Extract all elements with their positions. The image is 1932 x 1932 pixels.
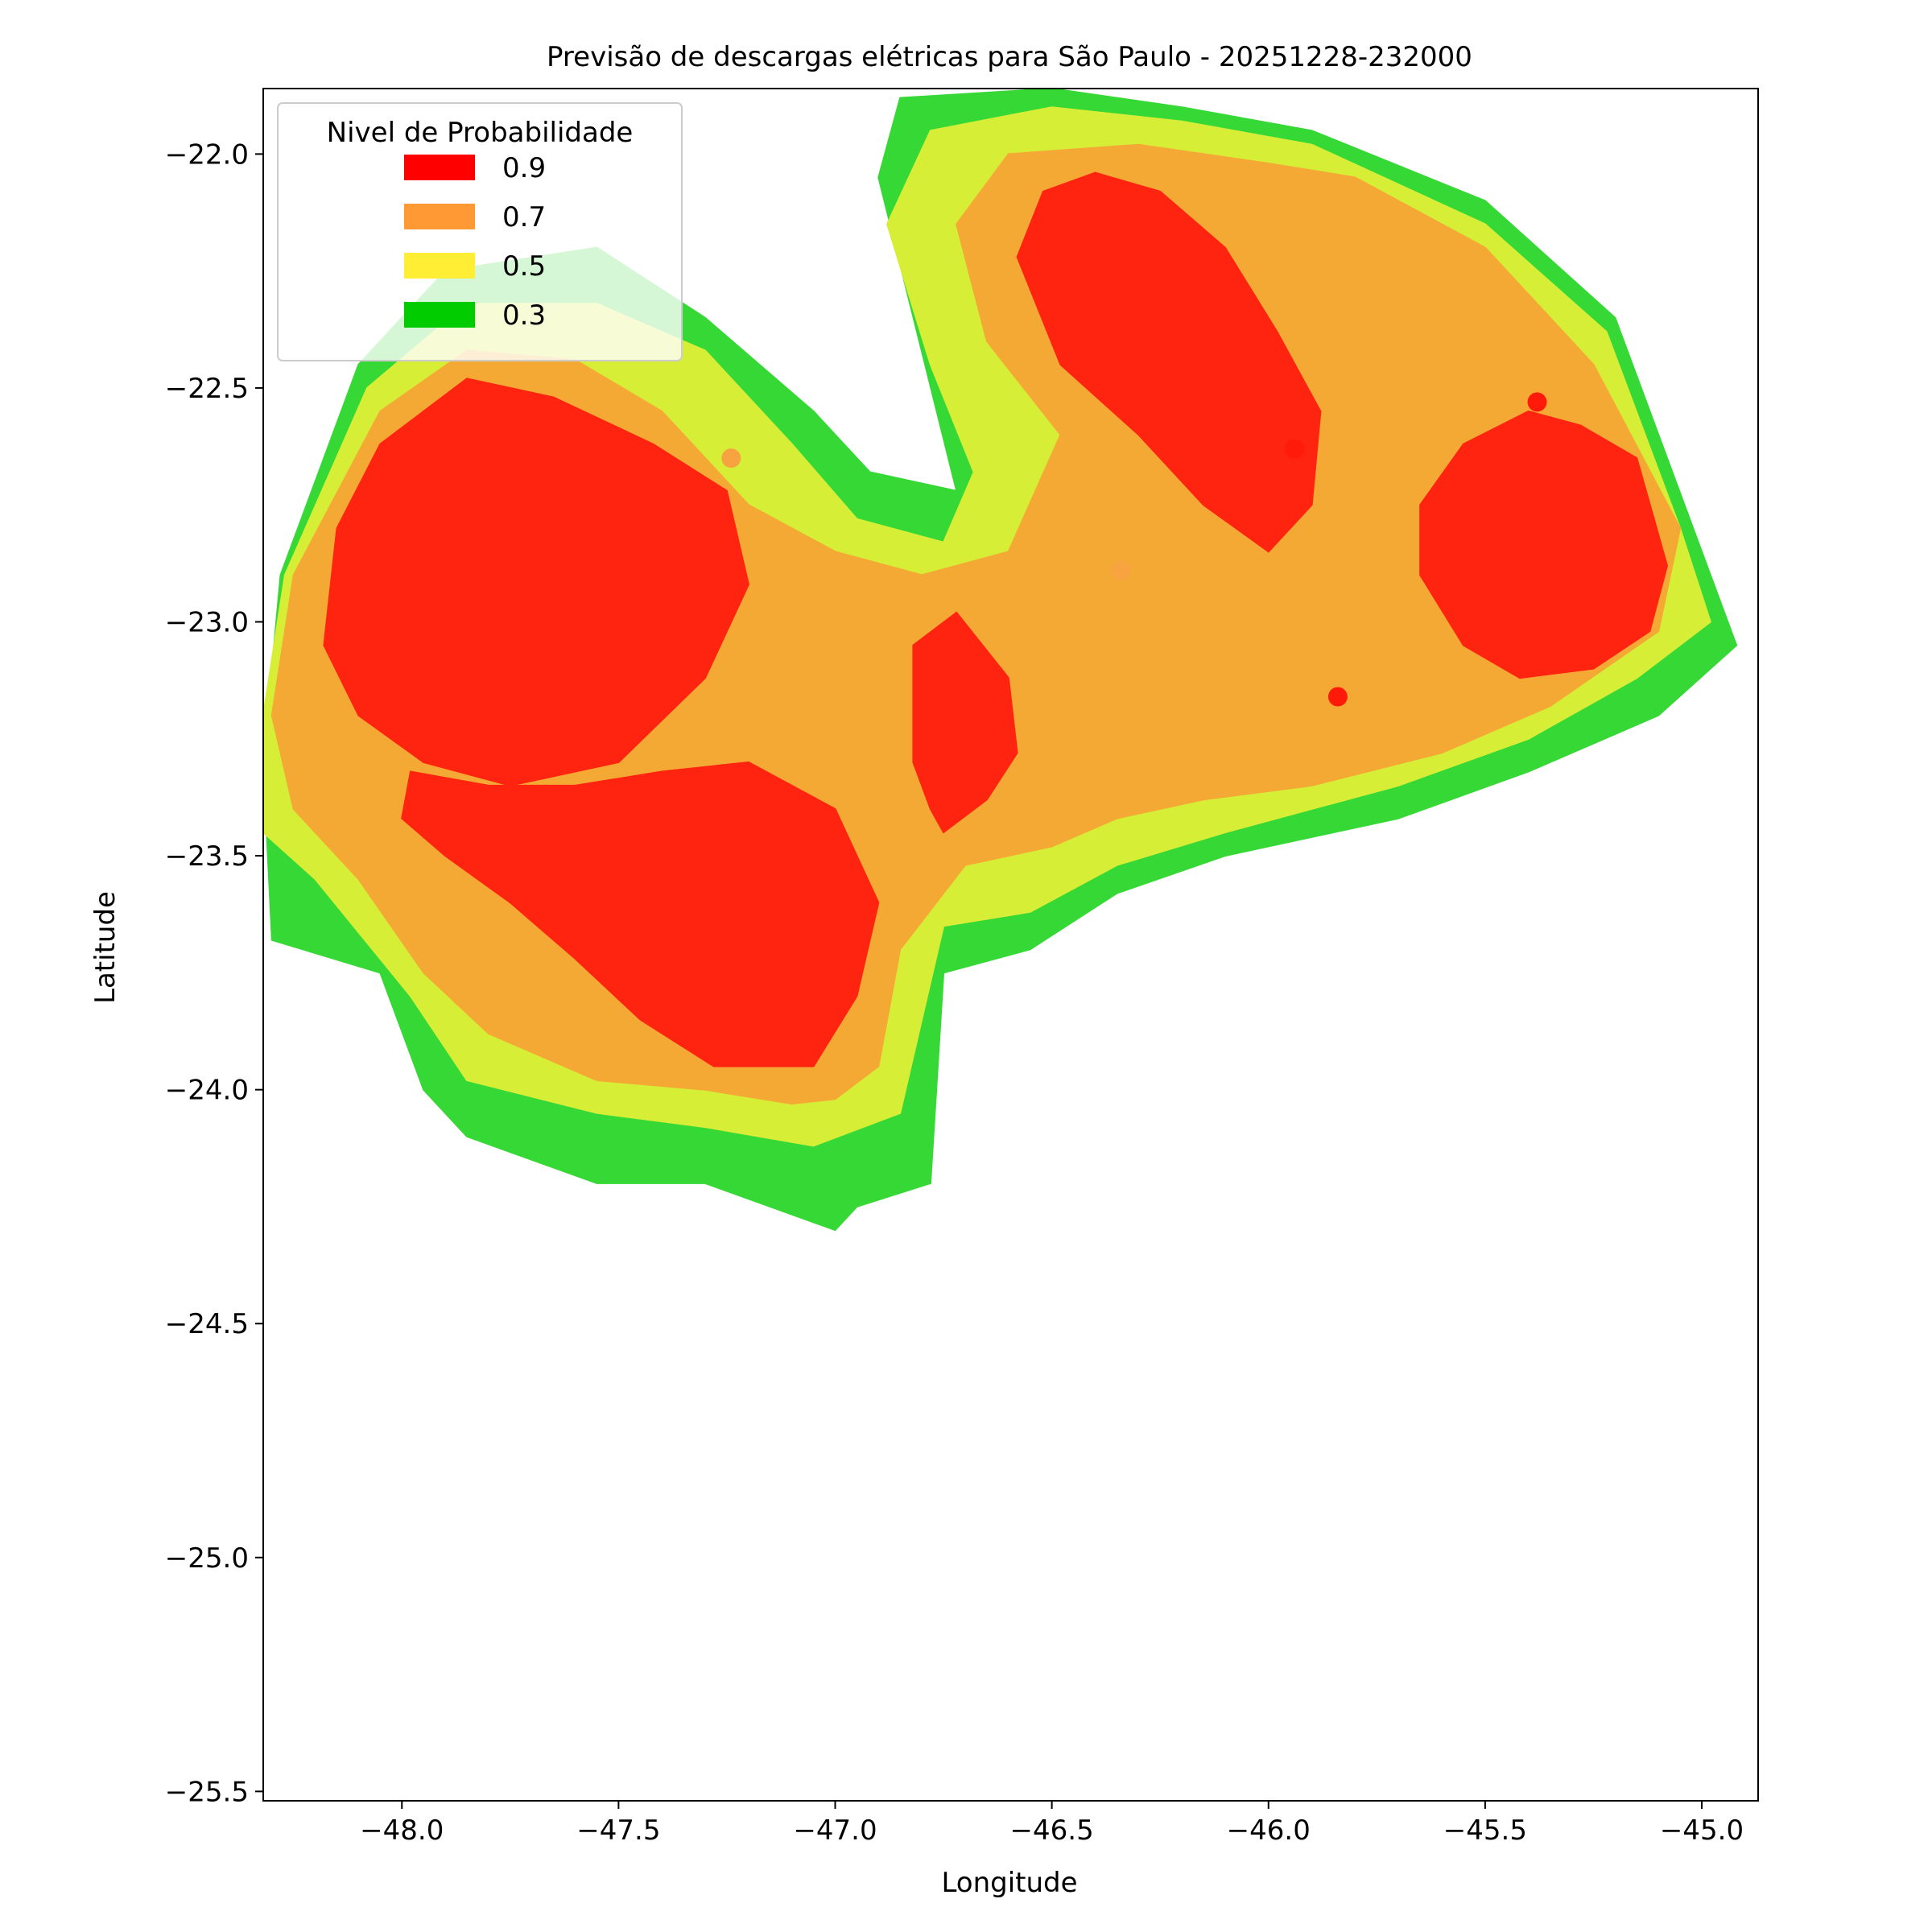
legend-swatch [404,253,475,279]
legend-label: 0.5 [502,250,546,283]
legend-swatch [404,155,475,180]
legend: Nivel de Probabilidade 0.9 0.7 0.5 0.3 [277,102,683,361]
legend-entries: 0.9 0.7 0.5 0.3 [404,152,546,332]
y-tick-label: −22.5 [165,373,249,405]
legend-title: Nivel de Probabilidade [327,117,634,149]
legend-swatch [404,302,475,328]
legend-label: 0.3 [502,299,546,332]
lightning-marker-1 [1285,439,1305,459]
x-tick-label: −46.0 [1227,1814,1311,1847]
y-tick-label: −24.0 [165,1075,249,1107]
y-tick-label: −23.0 [165,607,249,639]
y-axis-label: Latitude [89,891,122,1004]
x-tick-label: −45.0 [1660,1814,1744,1847]
probability-contours [263,89,1738,1232]
y-tick-label: −24.5 [165,1308,249,1340]
y-axis: −22.0 −22.5 −23.0 −23.5 −24.0 −24.5 −25.0 −25.5 [165,138,263,1808]
y-tick-label: −22.0 [165,138,249,171]
contour-level-09-region-2 [323,378,749,786]
contour-level-09-region-1 [401,761,880,1067]
lightning-marker-2 [1527,392,1547,412]
x-axis: −48.0 −47.5 −47.0 −46.5 −46.0 −45.5 −45.0 [360,1801,1744,1847]
legend-label: 0.9 [502,152,546,184]
plot-area [263,89,1758,1801]
x-tick-label: −47.5 [576,1814,660,1847]
plot-frame [262,88,1759,1802]
lightning-marker-4 [1111,560,1131,580]
legend-label: 0.7 [502,201,546,233]
y-tick-label: −25.5 [165,1776,249,1808]
chart-title: Previsão de descargas elétricas para São… [547,41,1472,73]
lightning-markers [721,392,1547,707]
legend-swatch [404,204,475,229]
x-tick-label: −48.0 [360,1814,444,1847]
y-tick-label: −23.5 [165,840,249,873]
contour-level-09-region-3 [912,611,1018,834]
contour-level-09-region-5 [1419,410,1669,679]
legend-box [277,102,683,361]
x-tick-label: −47.0 [793,1814,877,1847]
lightning-marker-5 [721,448,741,469]
contour-level-09-region-4 [1016,171,1322,553]
y-tick-label: −25.0 [165,1542,249,1575]
x-tick-label: −46.5 [1010,1814,1094,1847]
lightning-marker-3 [1327,687,1348,707]
x-tick-label: −45.5 [1443,1814,1527,1847]
x-axis-label: Longitude [941,1867,1077,1899]
